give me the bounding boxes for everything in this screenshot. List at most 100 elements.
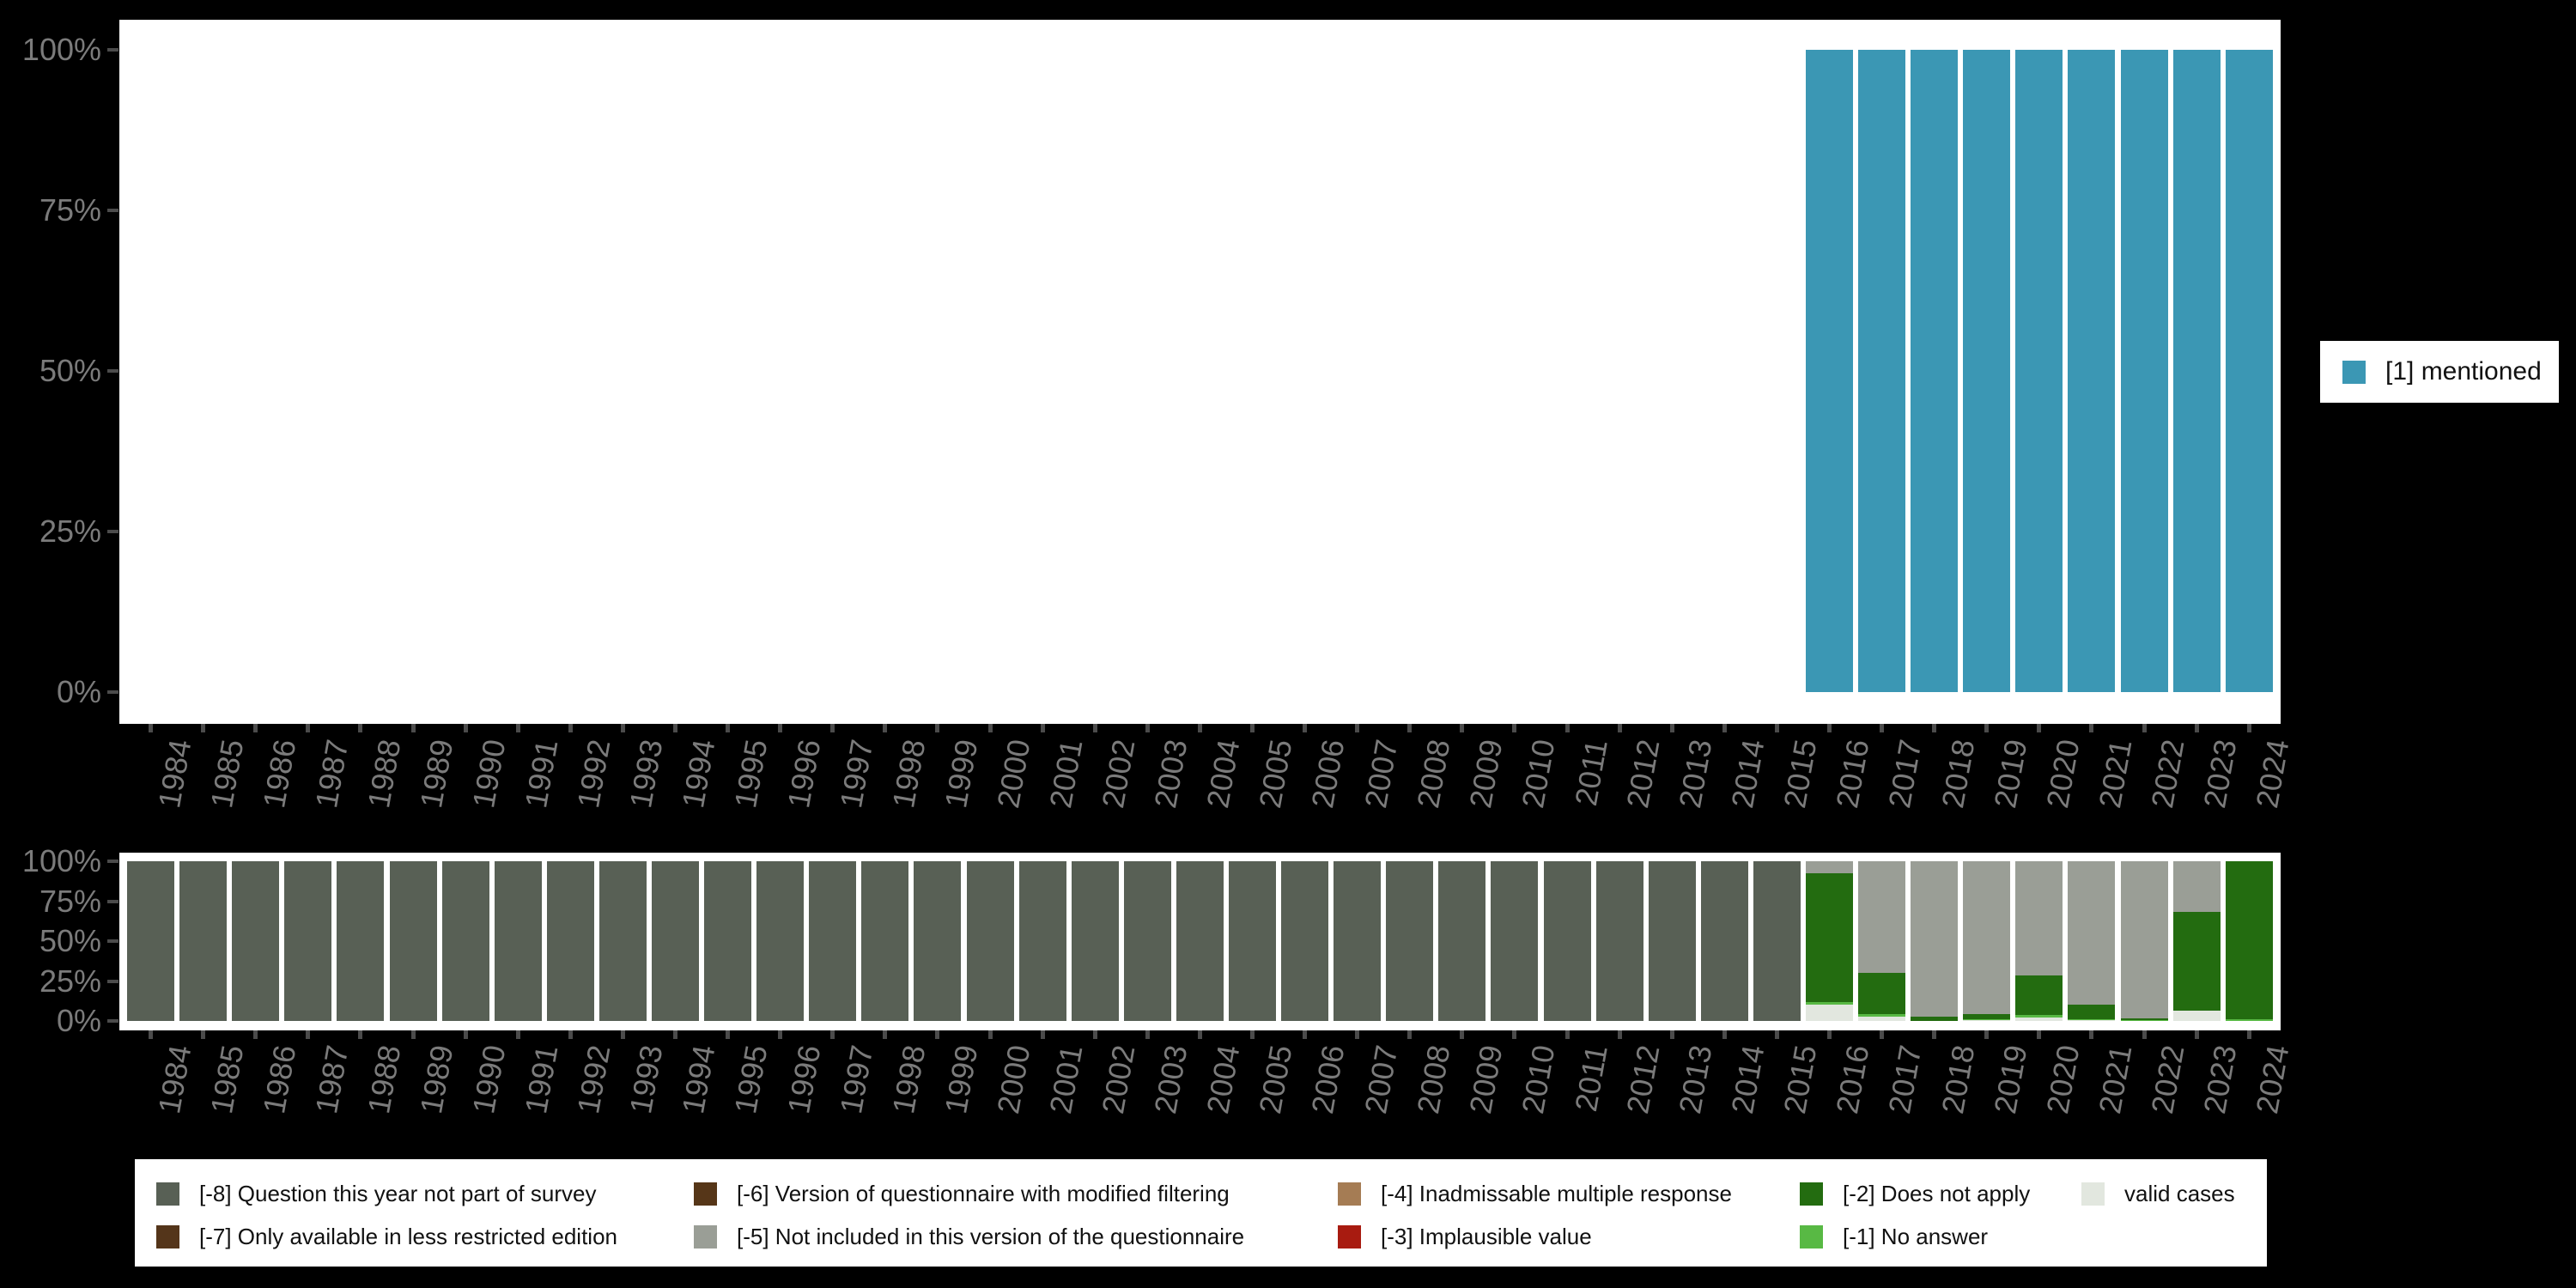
year-label: 1998 — [884, 1042, 933, 1116]
x-tick-valid — [1092, 724, 1097, 732]
x-tick-valid — [253, 724, 258, 732]
bar-1996---8-Question-this-year-not-part-of-survey — [756, 861, 805, 1021]
year-label: 1994 — [675, 737, 722, 811]
x-tick-missing — [1880, 1030, 1885, 1039]
year-label: 1999 — [938, 1042, 985, 1116]
year-label: 2005 — [1252, 1042, 1299, 1116]
year-label: 2004 — [1200, 737, 1247, 811]
year-label: 2024 — [2249, 737, 2296, 811]
x-tick-valid — [1145, 724, 1150, 732]
bar-1994---8-Question-this-year-not-part-of-survey — [652, 861, 699, 1021]
x-tick-valid — [1880, 724, 1885, 732]
bar-2011---8-Question-this-year-not-part-of-survey — [1543, 861, 1591, 1021]
x-tick-valid — [1774, 724, 1779, 732]
x-tick-valid — [2089, 724, 2094, 732]
bar-2023-valid-cases — [2172, 1010, 2221, 1021]
x-tick-missing — [1092, 1030, 1097, 1039]
year-label: 2023 — [2196, 737, 2244, 811]
x-tick-valid — [1669, 724, 1674, 732]
x-tick-valid — [1932, 724, 1937, 732]
missing-values-legend: [-8] Question this year not part of surv… — [135, 1159, 2267, 1267]
legend-swatch---2-Does-not-apply — [1800, 1182, 1823, 1206]
year-label: 2011 — [1567, 737, 1614, 809]
x-tick-missing — [935, 1030, 940, 1039]
bar-2020---5-Not-included-in-this-version-of-the-questionnaire — [2015, 861, 2063, 975]
year-label: 2021 — [2092, 1042, 2139, 1116]
y-tick-valid — [107, 209, 118, 212]
year-label: 2020 — [2038, 737, 2087, 811]
year-label: 2004 — [1200, 1042, 1247, 1116]
legend-swatch---1-No-answer — [1800, 1225, 1823, 1249]
year-label: 1985 — [203, 737, 251, 811]
bar-2008---8-Question-this-year-not-part-of-survey — [1386, 861, 1434, 1021]
bar-2012---8-Question-this-year-not-part-of-survey — [1595, 861, 1643, 1021]
mentioned-legend-swatch — [2342, 361, 2366, 384]
x-tick-valid — [306, 724, 311, 732]
x-tick-valid — [1040, 724, 1045, 732]
legend-label---3-Implausible-value: [-3] Implausible value — [1381, 1224, 1592, 1249]
x-tick-missing — [673, 1030, 677, 1039]
bar-2017--1-mentioned — [1858, 50, 1906, 692]
x-tick-missing — [1460, 1030, 1465, 1039]
year-label: 1995 — [727, 737, 775, 811]
y-tick-valid — [107, 530, 118, 533]
legend-swatch---6-Version-of-questionnaire-with-modified-filtering — [694, 1182, 717, 1206]
x-tick-valid — [1197, 724, 1202, 732]
y-tick-valid — [107, 690, 118, 694]
year-label: 1988 — [361, 1042, 408, 1116]
x-tick-missing — [358, 1030, 363, 1039]
bar-2019-valid-cases — [1963, 1020, 2011, 1021]
year-label: 1994 — [675, 1042, 722, 1116]
x-tick-valid — [987, 724, 993, 732]
year-label: 1992 — [570, 1042, 617, 1116]
legend-label---2-Does-not-apply: [-2] Does not apply — [1843, 1181, 2031, 1206]
x-tick-missing — [1355, 1030, 1360, 1039]
x-tick-missing — [1145, 1030, 1150, 1039]
bar-2022---5-Not-included-in-this-version-of-the-questionnaire — [2120, 861, 2168, 1019]
x-tick-valid — [935, 724, 940, 732]
y-tick-label-valid: 0% — [56, 674, 101, 709]
y-tick-label-valid: 75% — [39, 192, 101, 228]
bar-2015---8-Question-this-year-not-part-of-survey — [1753, 861, 1801, 1021]
year-label: 2019 — [1986, 737, 2034, 811]
bar-2016---2-Does-not-apply — [1805, 872, 1853, 1002]
x-tick-valid — [620, 724, 625, 732]
bar-1985---8-Question-this-year-not-part-of-survey — [179, 861, 228, 1021]
year-label: 2003 — [1147, 1042, 1194, 1116]
y-tick-label-missing: 50% — [39, 923, 101, 958]
bar-2020--1-mentioned — [2015, 50, 2063, 692]
missing-chart-panel — [119, 853, 2281, 1030]
x-tick-missing — [306, 1030, 311, 1039]
bar-2004---8-Question-this-year-not-part-of-survey — [1176, 861, 1224, 1021]
year-label: 1993 — [623, 1042, 670, 1116]
year-label: 2007 — [1357, 737, 1405, 811]
y-tick-label-valid: 100% — [21, 32, 101, 67]
bar-2022--1-mentioned — [2120, 50, 2168, 692]
year-label: 2011 — [1567, 1042, 1614, 1115]
bar-2017-valid-cases — [1858, 1016, 1906, 1021]
x-tick-valid — [515, 724, 520, 732]
x-tick-missing — [568, 1030, 573, 1039]
year-label: 2010 — [1515, 737, 1562, 811]
legend-label---1-No-answer: [-1] No answer — [1843, 1224, 1989, 1249]
x-tick-valid — [1249, 724, 1255, 732]
legend-label---8-Question-this-year-not-part-of-survey: [-8] Question this year not part of surv… — [199, 1181, 597, 1206]
x-tick-valid — [2142, 724, 2147, 732]
year-label: 2006 — [1304, 737, 1352, 811]
bar-2023---5-Not-included-in-this-version-of-the-questionnaire — [2172, 861, 2221, 912]
x-tick-valid — [778, 724, 783, 732]
year-label: 1990 — [465, 737, 513, 811]
year-label: 2013 — [1672, 737, 1719, 811]
legend-swatch---8-Question-this-year-not-part-of-survey — [156, 1182, 179, 1206]
x-tick-missing — [1932, 1030, 1937, 1039]
legend-swatch---7-Only-available-in-less-restricted-edition — [156, 1225, 179, 1249]
year-label: 1997 — [832, 1042, 880, 1116]
bar-1992---8-Question-this-year-not-part-of-survey — [546, 861, 594, 1021]
year-label: 2018 — [1934, 737, 1982, 811]
year-label: 2009 — [1461, 1042, 1510, 1116]
x-tick-valid — [1826, 724, 1832, 732]
x-tick-missing — [726, 1030, 731, 1039]
x-tick-valid — [463, 724, 468, 732]
y-tick-missing — [107, 979, 118, 983]
